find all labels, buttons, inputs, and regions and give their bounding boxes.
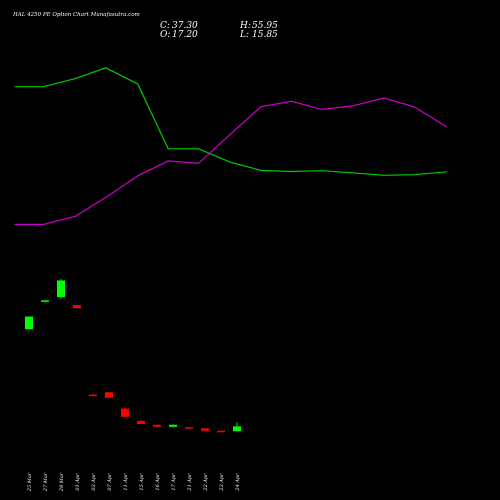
x-tick-label: 17 Apr — [171, 473, 177, 491]
x-tick-label: 22 Apr — [203, 473, 209, 492]
x-tick-label: 03 Apr — [91, 473, 97, 491]
low-value: 15.85 — [252, 30, 278, 40]
candle — [73, 305, 81, 309]
candle-body — [201, 428, 209, 431]
candles — [25, 278, 241, 433]
candle — [41, 300, 49, 303]
x-tick-label: 16 Apr — [155, 473, 161, 491]
candle-body — [169, 424, 177, 427]
candle — [233, 422, 241, 432]
candle — [217, 430, 225, 433]
candle-body — [41, 300, 49, 302]
x-tick-label: 23 Apr — [219, 473, 225, 492]
candle-body — [89, 394, 97, 397]
candle-body — [73, 305, 81, 309]
candle-body — [105, 392, 113, 398]
candle — [57, 278, 65, 299]
x-tick-label: 07 Apr — [107, 473, 113, 491]
high-value: 55.95 — [252, 21, 278, 31]
candle-body — [137, 420, 145, 424]
x-tick-label: 27 Mar — [43, 472, 49, 492]
candle — [169, 424, 177, 428]
open-value: 17.20 — [172, 30, 198, 40]
indicator-line-2 — [14, 97, 447, 225]
open-label: O: — [160, 30, 170, 40]
chart-title: HAL 4250 PE Option Chart Munafasutra.com — [12, 12, 140, 18]
close-value: 37.30 — [172, 21, 198, 31]
indicator-line-1 — [14, 67, 447, 176]
x-tick-label: 11 Apr — [123, 473, 129, 491]
x-tick-label: 15 Apr — [139, 473, 145, 491]
candle-body — [25, 316, 33, 330]
candle — [201, 428, 209, 432]
indicator-lines — [14, 67, 447, 225]
x-axis-tick-labels: 25 Mar 27 Mar 28 Mar 01 Apr 03 Apr 07 Apr 11 A… — [27, 472, 241, 492]
x-tick-label: 28 Mar — [59, 472, 65, 492]
candle — [153, 424, 161, 428]
candle-body — [185, 427, 193, 429]
candle-body — [57, 280, 65, 298]
candle — [137, 419, 145, 425]
candle-body — [121, 408, 129, 417]
candle-body — [217, 430, 225, 433]
candle — [105, 391, 113, 399]
ohlc-readout: C: 37.30 H: 55.95 O: 17.20 L: 15.85 — [160, 21, 278, 40]
high-label: H: — [239, 21, 251, 31]
close-label: C: — [160, 21, 170, 31]
candle-body — [233, 426, 241, 432]
x-tick-label: 01 Apr — [75, 473, 81, 491]
x-tick-label: 24 Apr — [235, 473, 241, 492]
candle — [89, 393, 97, 397]
x-tick-label: 21 Apr — [187, 473, 193, 492]
candle — [185, 427, 193, 429]
candle — [121, 406, 129, 418]
x-tick-label: 25 Mar — [27, 472, 33, 492]
candle-body — [153, 424, 161, 427]
low-label: L: — [239, 30, 249, 40]
candle — [25, 316, 33, 330]
